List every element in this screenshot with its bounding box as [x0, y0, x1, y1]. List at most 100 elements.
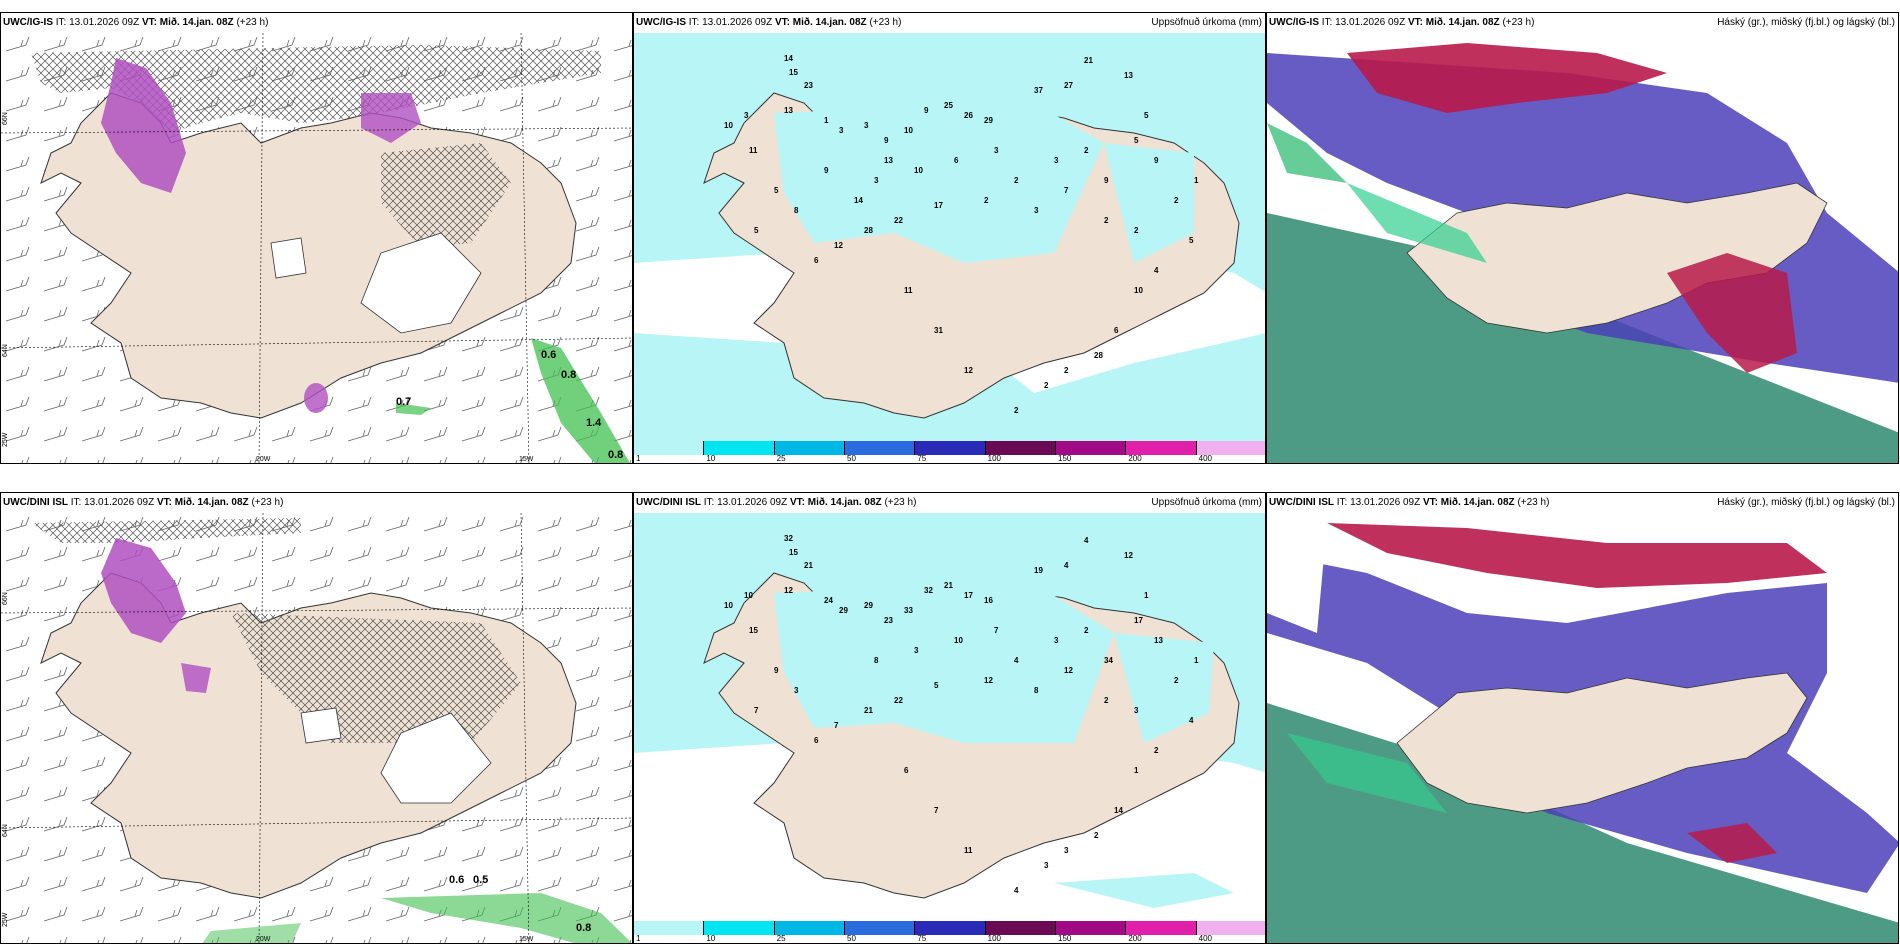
precip-value-label: 4 [1014, 656, 1019, 665]
cloud-title: Háský (gr.), miðský (fj.bl.) og lágský (… [1717, 17, 1895, 28]
colorbar-swatch [1196, 921, 1265, 935]
precip-value-label: 14 [784, 54, 793, 63]
precip-value-label: 29 [864, 601, 873, 610]
wind-panel-top: UWC/IG-IS IT: 13.01.2026 09Z VT: Mið. 14… [0, 12, 633, 464]
precip-value-label: 5 [1134, 136, 1139, 145]
precip-value-label: 4 [1189, 716, 1194, 725]
panel-header: UWC/IG-IS IT: 13.01.2026 09Z VT: Mið. 14… [634, 13, 1265, 33]
precip-value-label: 21 [864, 706, 873, 715]
lon-label: 15W [519, 456, 534, 463]
precip-value-label: 3 [994, 146, 999, 155]
precip-value-label: 34 [1104, 656, 1113, 665]
colorbar-tick: 75 [917, 454, 927, 463]
precip-value-label: 21 [804, 561, 813, 570]
colorbar-tick: 150 [1058, 934, 1072, 943]
precip-value-label: 6 [814, 736, 819, 745]
precip-value-label: 2 [1084, 146, 1089, 155]
precip-value-label: 5 [934, 681, 939, 690]
precip-value-label: 2 [1134, 226, 1139, 235]
purple-precip-w [181, 663, 211, 693]
colorbar-tick: 150 [1058, 454, 1072, 463]
panel-header: UWC/DINI ISL IT: 13.01.2026 09Z VT: Mið.… [634, 493, 1265, 513]
precip-value-label: 1 [1144, 591, 1149, 600]
lat-label: 66N [2, 592, 9, 605]
precip-value-label: 1 [1194, 176, 1199, 185]
cloud-title: Háský (gr.), miðský (fj.bl.) og lágský (… [1717, 497, 1895, 508]
precip-value-label: 13 [1124, 71, 1133, 80]
green-band [1347, 183, 1487, 263]
wind-value-label: 0.5 [473, 874, 488, 886]
precip-value-label: 33 [904, 606, 913, 615]
precip-value-label: 2 [1014, 176, 1019, 185]
init-time: 13.01.2026 09Z [84, 497, 155, 508]
low-cloud [1267, 213, 1898, 463]
hatched-inland [381, 143, 511, 248]
precip-value-label: 3 [1044, 861, 1049, 870]
precip-labels: 1415233101113133910925262937272113559973… [724, 54, 1199, 415]
precip-value-label: 4 [1084, 536, 1089, 545]
precip-value-label: 3 [744, 111, 749, 120]
green-wind-se [531, 338, 630, 463]
colorbar-tick: 10 [706, 934, 716, 943]
precip-value-label: 19 [1034, 566, 1043, 575]
high-cloud [1667, 253, 1797, 373]
precip-value-label: 7 [1064, 186, 1069, 195]
init-time: 13.01.2026 09Z [69, 17, 140, 28]
precip-value-label: 12 [834, 241, 843, 250]
cloud-panel-bottom: UWC/DINI ISL IT: 13.01.2026 09Z VT: Mið.… [1266, 492, 1899, 944]
colorbar: 1 10 25 50 75 100 150 200 400 [634, 921, 1265, 943]
precip-value-label: 11 [904, 286, 913, 295]
precip-panel-bottom: UWC/DINI ISL IT: 13.01.2026 09Z VT: Mið.… [633, 492, 1266, 944]
precip-value-label: 2 [1084, 626, 1089, 635]
precip-value-label: 4 [1014, 886, 1019, 895]
precip-value-label: 9 [824, 166, 829, 175]
colorbar-swatch [1196, 441, 1265, 455]
colorbar-swatch [845, 441, 916, 455]
precip-value-label: 5 [1144, 111, 1149, 120]
wind-map: 0.6 0.5 0.8 66N 64N 25W 20W 15W [1, 513, 632, 943]
wind-map: 0.6 0.8 0.7 1.4 0.8 66N 64N 25W 20W 15W [1, 33, 632, 463]
precip-value-label: 9 [774, 666, 779, 675]
precip-value-label: 10 [954, 636, 963, 645]
precip-value-label: 7 [994, 626, 999, 635]
precip-value-label: 21 [1084, 56, 1093, 65]
precip-value-label: 28 [1094, 351, 1103, 360]
colorbar-tick: 10 [706, 454, 716, 463]
lon-label: 20W [256, 936, 271, 943]
snowfree-patch [270, 237, 307, 279]
precip-value-label: 15 [789, 68, 798, 77]
precip-value-label: 12 [1064, 666, 1073, 675]
precip-value-label: 1 [824, 116, 829, 125]
precip-value-label: 3 [1054, 636, 1059, 645]
precip-value-label: 7 [754, 706, 759, 715]
iceland-land [1406, 182, 1828, 334]
precip-value-label: 24 [824, 596, 833, 605]
green-band [1287, 733, 1447, 813]
precip-value-label: 27 [1064, 81, 1073, 90]
land-precip [774, 103, 1104, 263]
precip-value-label: 3 [1034, 206, 1039, 215]
lead-time: (+23 h) [236, 17, 269, 28]
wind-value-label: 1.4 [586, 417, 602, 429]
precip-value-label: 37 [1034, 86, 1043, 95]
wind-value-label: 0.8 [608, 449, 623, 461]
precip-value-label: 11 [749, 146, 758, 155]
lon-label: 25W [2, 912, 9, 927]
green-wind-sw [202, 923, 301, 943]
precip-value-label: 22 [894, 216, 903, 225]
colorbar-tick: 1 [636, 454, 641, 463]
precip-value-label: 3 [1134, 706, 1139, 715]
high-cloud [1347, 43, 1667, 113]
colorbar-tick: 1 [636, 934, 641, 943]
precip-value-label: 4 [1064, 561, 1069, 570]
colorbar-swatch [915, 441, 986, 455]
precip-title: Uppsöfnuð úrkoma (mm) [1151, 497, 1262, 508]
purple-precip-n [361, 93, 421, 143]
precip-value-label: 8 [874, 656, 879, 665]
precip-value-label: 2 [1104, 216, 1109, 225]
precip-value-label: 29 [839, 606, 848, 615]
precip-value-label: 32 [924, 586, 933, 595]
purple-precip-nw [101, 58, 186, 193]
colorbar-swatch [704, 921, 775, 935]
precip-value-label: 32 [784, 534, 793, 543]
